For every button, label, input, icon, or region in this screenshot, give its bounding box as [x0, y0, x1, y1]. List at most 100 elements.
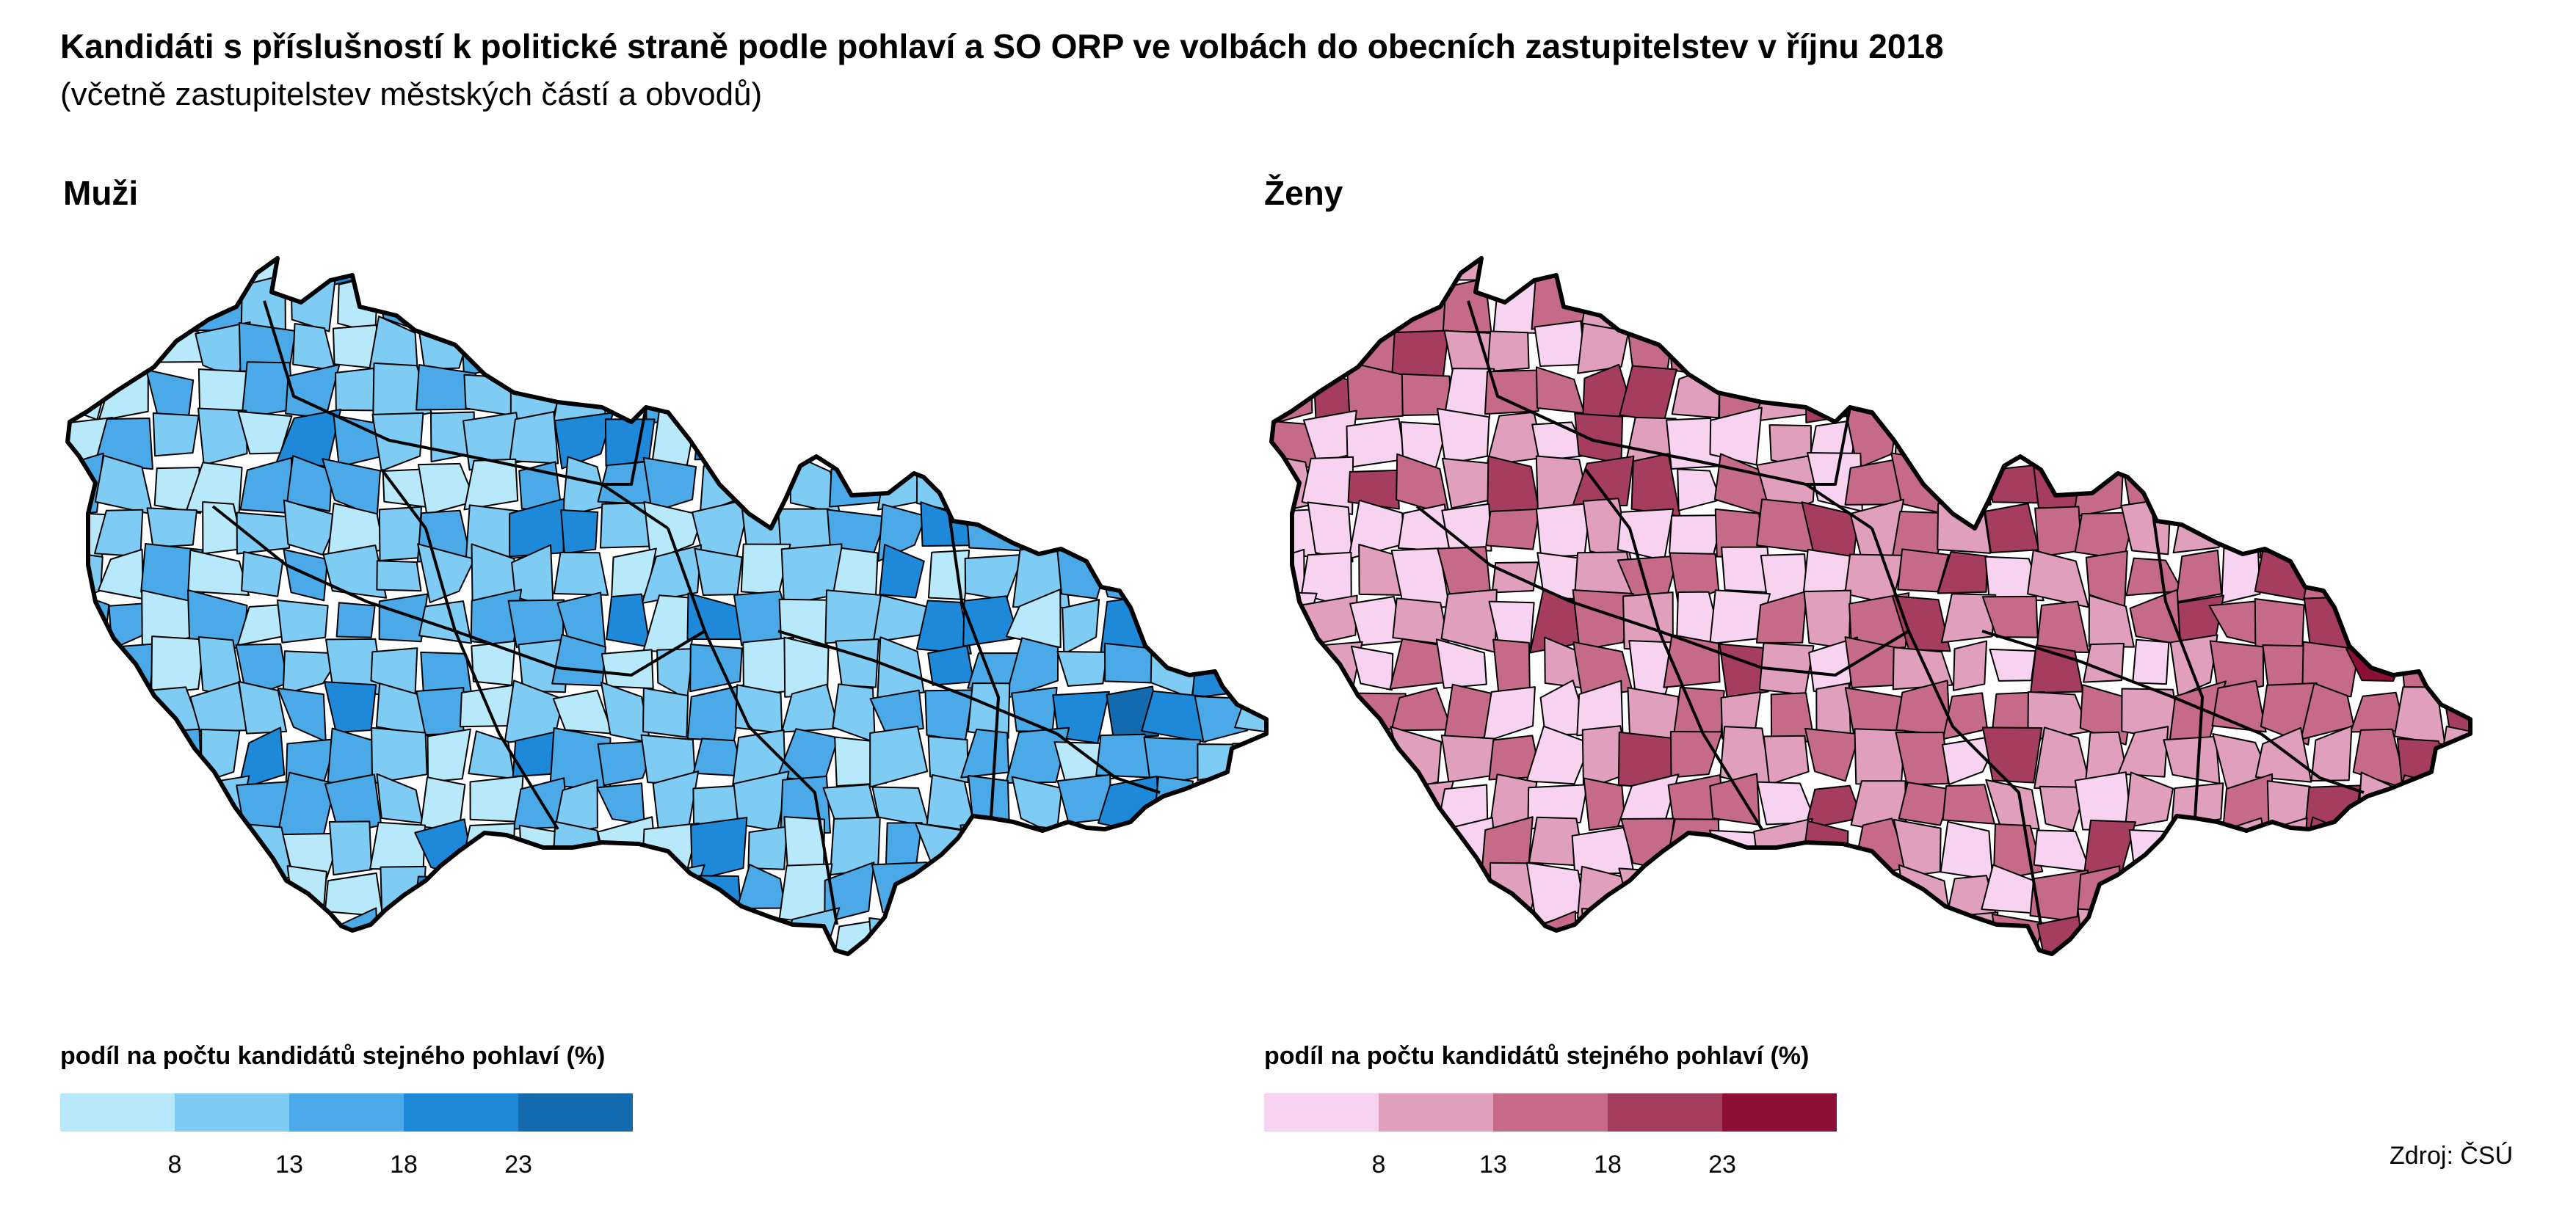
- men-legend: podíl na počtu kandidátů stejného pohlav…: [60, 1042, 647, 1189]
- map-region: [383, 919, 422, 954]
- map-region: [1892, 646, 1953, 691]
- map-region: [962, 595, 1020, 647]
- map-region: [689, 644, 743, 693]
- map-region: [1392, 597, 1450, 646]
- map-region: [237, 726, 286, 791]
- map-region: [94, 418, 153, 470]
- map-region: [869, 725, 929, 788]
- map-region: [1942, 735, 2000, 785]
- map-region: [331, 907, 380, 954]
- map-region: [1391, 329, 1450, 377]
- map-region: [643, 500, 704, 562]
- map-region: [1572, 455, 1635, 507]
- women-legend-swatch-5: [1722, 1093, 1837, 1132]
- map-region: [463, 374, 514, 417]
- map-region: [597, 740, 657, 787]
- map-region: [1006, 824, 1069, 873]
- map-region: [286, 455, 333, 512]
- map-region: [1937, 551, 1988, 594]
- map-region: [1981, 726, 2043, 784]
- map-region: [553, 362, 612, 423]
- map-region: [1804, 727, 1860, 782]
- map-region: [1191, 638, 1251, 699]
- map-region: [1144, 595, 1197, 644]
- map-region: [145, 275, 197, 332]
- map-region: [2310, 725, 2353, 782]
- women-legend-swatch-4: [1608, 1093, 1722, 1132]
- map-region: [2036, 600, 2090, 653]
- men-legend-swatch-3: [289, 1093, 404, 1132]
- map-region: [2030, 644, 2084, 694]
- kraj-boundary: [1981, 630, 2262, 735]
- kraj-boundary: [380, 468, 457, 632]
- map-region: [187, 549, 250, 597]
- map-region: [1984, 503, 2040, 554]
- kraj-boundary: [557, 630, 706, 677]
- women-legend-swatch-3: [1493, 1093, 1608, 1132]
- map-region: [553, 551, 609, 596]
- men-legend-tick: 18: [390, 1151, 418, 1179]
- map-region: [1572, 589, 1634, 651]
- map-region: [152, 412, 200, 457]
- map-region: [832, 683, 876, 743]
- map-region: [645, 864, 705, 921]
- map-region: [2083, 642, 2125, 683]
- map-region: [747, 826, 788, 870]
- map-region: [460, 317, 517, 378]
- map-region: [322, 544, 388, 599]
- map-region: [927, 735, 969, 784]
- map-region: [2393, 686, 2446, 746]
- map-region: [2301, 816, 2357, 878]
- map-region: [1895, 732, 1949, 786]
- map-region: [1940, 820, 1994, 881]
- map-region: [1307, 501, 1354, 563]
- map-region: [1848, 592, 1910, 652]
- map-region: [1484, 369, 1542, 415]
- kraj-boundary: [1806, 407, 1851, 486]
- map-region: [276, 599, 329, 644]
- kraj-boundary: [777, 630, 1058, 735]
- map-region: [879, 409, 927, 465]
- map-region: [1271, 509, 1318, 560]
- map-region: [2033, 829, 2091, 873]
- map-region: [1952, 640, 1988, 691]
- kraj-boundary: [454, 630, 559, 831]
- map-region: [560, 509, 599, 555]
- women-choropleth-map: [1269, 256, 2472, 1004]
- country-border: [65, 256, 1269, 956]
- map-region: [378, 593, 429, 643]
- kraj-boundary: [1467, 300, 1873, 530]
- map-region: [1056, 650, 1109, 687]
- map-region: [238, 680, 288, 735]
- map-region: [469, 775, 524, 823]
- map-region: [835, 638, 879, 688]
- source-note: Zdroj: ČSÚ: [2390, 1142, 2514, 1170]
- map-region: [2124, 771, 2174, 828]
- map-region: [1196, 781, 1245, 831]
- map-region: [1989, 648, 2036, 682]
- map-region: [924, 689, 974, 742]
- map-region: [2079, 684, 2134, 746]
- map-region: [1141, 690, 1207, 743]
- map-region: [146, 507, 198, 548]
- women-legend-tick: 23: [1708, 1151, 1736, 1179]
- map-region: [2120, 498, 2172, 555]
- men-legend-tick: 8: [167, 1151, 182, 1179]
- map-region: [144, 728, 203, 777]
- map-region: [1005, 726, 1070, 784]
- map-region: [2034, 506, 2083, 558]
- map-region: [1062, 599, 1100, 655]
- map-region: [241, 258, 295, 287]
- map-region: [1618, 867, 1672, 925]
- kraj-boundary: [1871, 528, 2042, 925]
- map-region: [1844, 878, 1906, 926]
- map-region: [509, 411, 559, 465]
- map-region: [2034, 955, 2088, 1004]
- map-region: [2128, 829, 2179, 874]
- women-regions: [1271, 258, 2470, 1004]
- map-region: [783, 410, 840, 463]
- men-legend-swatch-4: [404, 1093, 518, 1132]
- women-legend-title: podíl na počtu kandidátů stejného pohlav…: [1264, 1042, 1810, 1070]
- map-region: [1574, 412, 1624, 465]
- women-legend-tick: 18: [1594, 1151, 1622, 1179]
